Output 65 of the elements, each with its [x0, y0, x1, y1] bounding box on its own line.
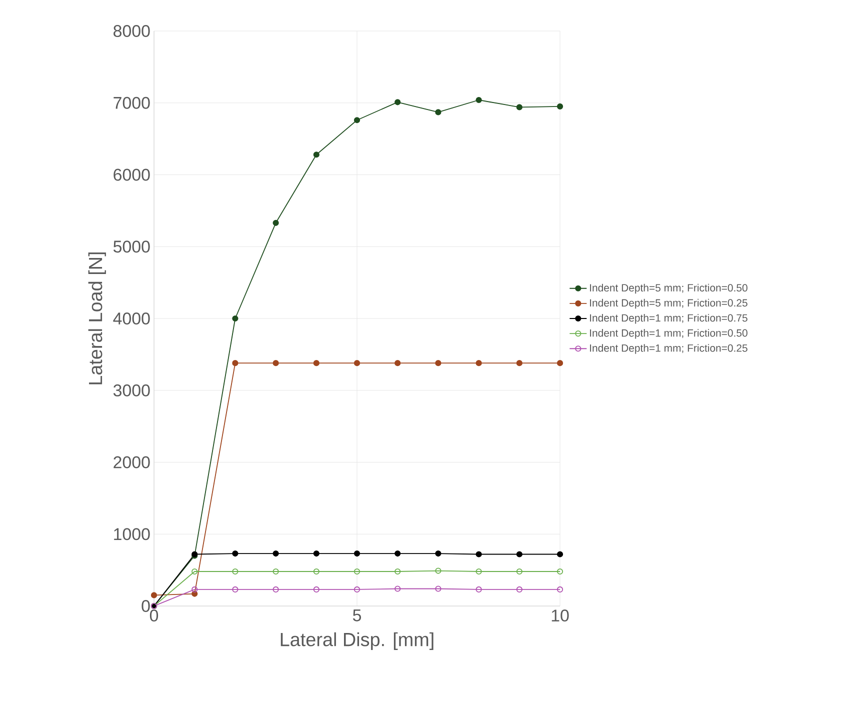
y-tick-label: 1000 [114, 528, 150, 540]
point [150, 592, 158, 598]
point [272, 550, 279, 557]
y-tick-label: 4000 [113, 312, 150, 324]
point [313, 152, 320, 158]
y-tick-label: 2000 [114, 456, 150, 468]
point [516, 568, 522, 575]
point [232, 360, 238, 366]
point [354, 568, 360, 575]
point [394, 360, 401, 366]
y-tick-label: 3000 [113, 384, 150, 396]
point [272, 360, 279, 366]
point [192, 568, 198, 575]
legend-label: Indent Depth=5 mm; Friction=0.50 [590, 284, 748, 294]
legend-label: Indent Depth=5 mm; Friction=0.25 [590, 298, 748, 309]
point [516, 104, 522, 110]
point [476, 568, 482, 575]
point [435, 550, 442, 557]
point [313, 586, 320, 593]
point [516, 360, 522, 366]
point [516, 586, 522, 593]
y-axis-title: Lateral Load [N] [88, 252, 106, 384]
point [232, 550, 238, 557]
x-tick-label: 0 [150, 610, 158, 622]
x-axis-title: Lateral Disp. [mm] [280, 632, 434, 650]
y-tick-label: 6000 [114, 168, 150, 181]
point [435, 568, 442, 574]
legend-label: Indent Depth=1 mm; Friction=0.75 [590, 314, 748, 324]
point [354, 586, 360, 593]
point [476, 96, 482, 104]
point [435, 109, 442, 116]
point [272, 568, 279, 575]
point [232, 586, 238, 593]
point [394, 568, 401, 575]
point [476, 586, 482, 593]
point [435, 586, 442, 592]
point [435, 360, 442, 366]
point [232, 315, 238, 322]
point [272, 586, 279, 593]
y-tick-label: 0 [142, 600, 150, 612]
x-tick-label: 5 [352, 610, 361, 622]
point [394, 550, 401, 557]
point [313, 550, 320, 557]
point [556, 551, 564, 558]
x-tick-label: 10 [552, 610, 569, 622]
point [354, 117, 360, 124]
point [313, 568, 320, 575]
legend-label: Indent Depth=1 mm; Friction=0.50 [590, 329, 748, 339]
point [516, 551, 522, 558]
legend-label: Indent Depth=1 mm; Friction=0.25 [590, 344, 748, 354]
point [354, 550, 360, 557]
point [556, 360, 564, 366]
point [394, 586, 401, 592]
point [394, 99, 401, 106]
point [476, 360, 482, 366]
point [232, 568, 238, 575]
point [354, 360, 360, 366]
y-tick-label: 5000 [113, 240, 150, 253]
y-tick-label: 7000 [114, 96, 150, 109]
point [192, 586, 198, 593]
point [476, 551, 482, 558]
point [556, 103, 564, 110]
point [313, 360, 320, 366]
point [272, 220, 279, 226]
y-tick-label: 8000 [114, 25, 150, 37]
